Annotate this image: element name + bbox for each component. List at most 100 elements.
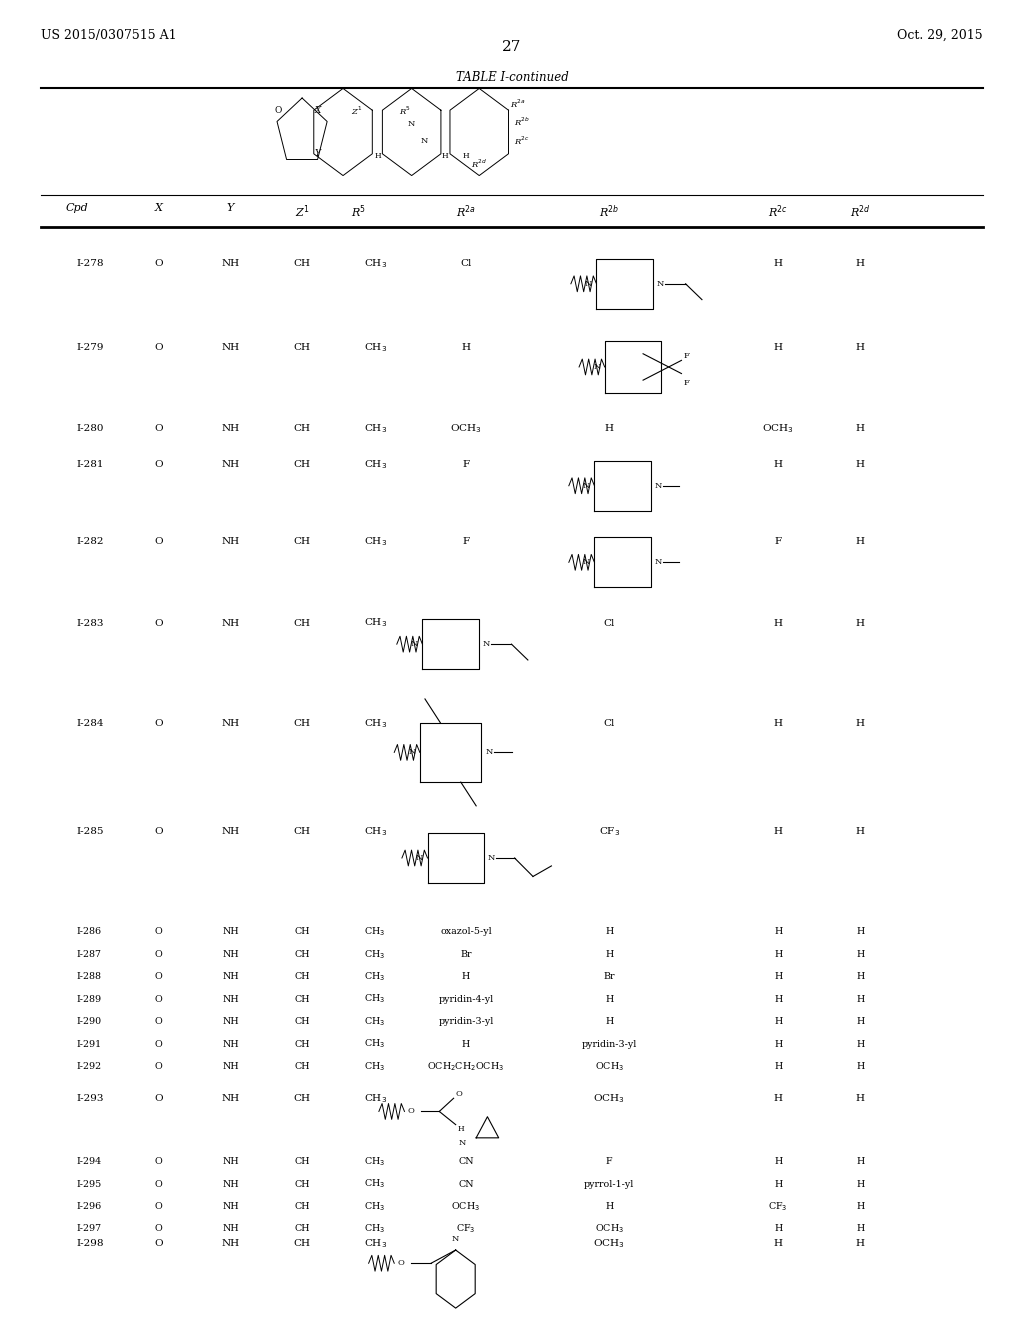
Text: CH$_3$: CH$_3$	[364, 825, 387, 838]
Text: H: H	[774, 260, 782, 268]
Text: pyrrol-1-yl: pyrrol-1-yl	[584, 1180, 635, 1188]
Text: H: H	[856, 425, 864, 433]
Text: I-289: I-289	[77, 995, 102, 1003]
Text: H: H	[856, 1203, 864, 1210]
Text: F: F	[463, 461, 469, 469]
Text: CH: CH	[294, 461, 310, 469]
Text: R$^{2b}$: R$^{2b}$	[514, 115, 529, 128]
Text: CH$_3$: CH$_3$	[364, 1200, 385, 1213]
Text: CH: CH	[294, 719, 310, 727]
Text: N: N	[411, 640, 418, 648]
Text: F: F	[684, 352, 689, 360]
Text: F: F	[684, 379, 689, 387]
Text: NH: NH	[221, 828, 240, 836]
Text: I-298: I-298	[77, 1239, 104, 1247]
Text: I-291: I-291	[77, 1040, 102, 1048]
Text: I-283: I-283	[77, 619, 104, 627]
Text: O: O	[155, 973, 163, 981]
Text: H: H	[856, 461, 864, 469]
Text: X: X	[155, 203, 163, 214]
Text: O: O	[155, 1040, 163, 1048]
Text: CH$_3$: CH$_3$	[364, 1222, 385, 1236]
Text: I-284: I-284	[77, 719, 104, 727]
Text: CH: CH	[294, 995, 310, 1003]
Text: OCH$_3$: OCH$_3$	[594, 1237, 625, 1250]
Text: H: H	[856, 1239, 864, 1247]
Text: NH: NH	[222, 950, 239, 958]
Text: I-293: I-293	[77, 1094, 104, 1102]
Text: TABLE I-continued: TABLE I-continued	[456, 71, 568, 84]
Text: Br: Br	[603, 973, 615, 981]
Text: I-285: I-285	[77, 828, 104, 836]
Text: OCH$_2$CH$_2$OCH$_3$: OCH$_2$CH$_2$OCH$_3$	[427, 1060, 505, 1073]
Text: N: N	[483, 640, 490, 648]
Text: CH$_3$: CH$_3$	[364, 1177, 385, 1191]
Text: H: H	[774, 1018, 782, 1026]
Text: NH: NH	[221, 425, 240, 433]
Text: I-286: I-286	[77, 928, 102, 936]
Text: N: N	[655, 558, 663, 566]
Text: H: H	[856, 928, 864, 936]
Text: H: H	[856, 828, 864, 836]
Text: CH: CH	[294, 1239, 310, 1247]
Text: NH: NH	[222, 1040, 239, 1048]
Text: CH$_3$: CH$_3$	[364, 1237, 387, 1250]
Text: I-288: I-288	[77, 973, 101, 981]
Text: I-278: I-278	[77, 260, 104, 268]
Text: CH: CH	[294, 537, 310, 545]
Text: Z$^1$: Z$^1$	[295, 203, 309, 220]
Text: NH: NH	[221, 1239, 240, 1247]
Text: N: N	[452, 1236, 460, 1243]
Text: NH: NH	[222, 1180, 239, 1188]
Text: CH: CH	[294, 1018, 310, 1026]
Text: H: H	[856, 973, 864, 981]
Text: H: H	[856, 719, 864, 727]
Text: N: N	[488, 854, 496, 862]
Text: CH$_3$: CH$_3$	[364, 458, 387, 471]
Text: CN: CN	[458, 1180, 474, 1188]
Text: H: H	[774, 1225, 782, 1233]
Text: O: O	[155, 950, 163, 958]
Text: R$^{2c}$: R$^{2c}$	[768, 203, 788, 220]
Text: O: O	[397, 1259, 404, 1267]
Text: R$^5$: R$^5$	[351, 203, 366, 220]
Text: CH: CH	[294, 260, 310, 268]
Text: CH$_3$: CH$_3$	[364, 422, 387, 436]
Text: I-281: I-281	[77, 461, 104, 469]
Text: N: N	[416, 854, 424, 862]
Text: Br: Br	[460, 950, 472, 958]
Text: N: N	[655, 482, 663, 490]
Text: H: H	[774, 1063, 782, 1071]
Text: CH: CH	[294, 1094, 310, 1102]
Text: H: H	[774, 995, 782, 1003]
Text: pyridin-4-yl: pyridin-4-yl	[438, 995, 494, 1003]
Text: I-282: I-282	[77, 537, 104, 545]
Text: Y: Y	[226, 203, 234, 214]
Text: N: N	[409, 748, 416, 756]
Text: H: H	[774, 1158, 782, 1166]
Text: O: O	[155, 1203, 163, 1210]
Text: CH: CH	[294, 343, 310, 351]
Text: NH: NH	[221, 537, 240, 545]
Text: H: H	[774, 343, 782, 351]
Text: H: H	[774, 619, 782, 627]
Text: OCH$_3$: OCH$_3$	[452, 1200, 480, 1213]
Text: 27: 27	[503, 40, 521, 54]
Text: N: N	[657, 280, 665, 288]
Text: CH$_3$: CH$_3$	[364, 341, 387, 354]
Text: Cl: Cl	[603, 619, 615, 627]
Text: F: F	[775, 537, 781, 545]
Text: O: O	[155, 1239, 163, 1247]
Text: O: O	[155, 719, 163, 727]
Text: NH: NH	[222, 928, 239, 936]
Text: N: N	[408, 120, 416, 128]
Text: O: O	[155, 1158, 163, 1166]
Text: Cl: Cl	[603, 719, 615, 727]
Text: NH: NH	[221, 260, 240, 268]
Text: CH$_3$: CH$_3$	[364, 993, 385, 1006]
Text: CH: CH	[294, 1180, 310, 1188]
Text: O: O	[155, 461, 163, 469]
Text: O: O	[155, 1094, 163, 1102]
Text: CH$_3$: CH$_3$	[364, 970, 385, 983]
Text: O: O	[155, 425, 163, 433]
